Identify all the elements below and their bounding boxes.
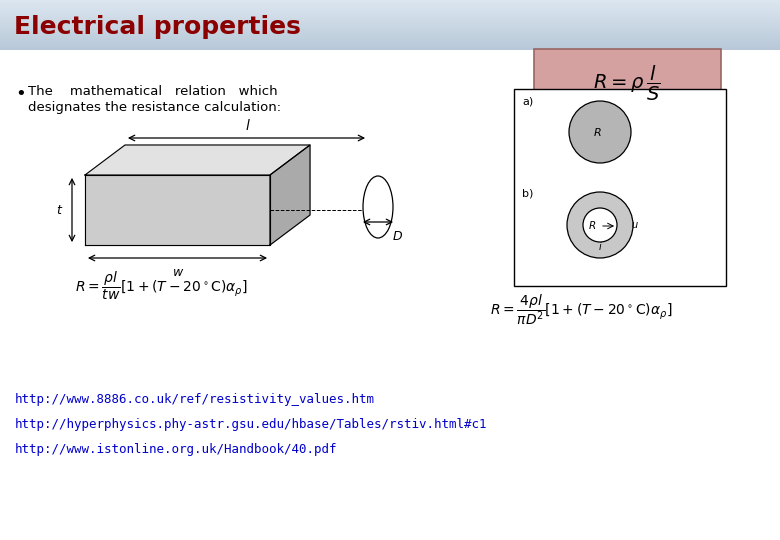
Bar	[0, 0, 780, 1]
Text: http://www.istonline.org.uk/Handbook/40.pdf: http://www.istonline.org.uk/Handbook/40.…	[15, 443, 338, 456]
Bar	[0, 24, 780, 25]
Bar	[0, 31, 780, 32]
Bar	[0, 4, 780, 5]
Bar	[0, 7, 780, 8]
Bar	[0, 41, 780, 43]
Bar	[0, 39, 780, 41]
Circle shape	[567, 192, 633, 258]
Bar	[0, 24, 780, 26]
Bar	[0, 45, 780, 46]
Bar	[0, 35, 780, 37]
Bar	[0, 11, 780, 12]
Bar	[0, 6, 780, 8]
Bar	[0, 8, 780, 9]
Bar	[0, 38, 780, 39]
Bar	[0, 16, 780, 17]
Text: $t$: $t$	[55, 204, 63, 217]
Bar	[0, 32, 780, 33]
Bar	[0, 21, 780, 23]
Polygon shape	[85, 175, 270, 245]
Bar	[0, 40, 780, 42]
Bar	[0, 19, 780, 20]
Bar	[0, 25, 780, 26]
Text: $D$: $D$	[392, 230, 403, 243]
Bar	[0, 2, 780, 3]
Bar	[0, 33, 780, 35]
Ellipse shape	[363, 176, 393, 238]
Text: b): b)	[522, 188, 534, 198]
Bar	[0, 1, 780, 2]
Bar	[0, 21, 780, 22]
Bar	[0, 5, 780, 6]
Bar	[0, 18, 780, 19]
Text: http://www.8886.co.uk/ref/resistivity_values.htm: http://www.8886.co.uk/ref/resistivity_va…	[15, 393, 375, 406]
Bar	[0, 10, 780, 12]
Bar	[0, 46, 780, 48]
Circle shape	[569, 101, 631, 163]
Bar	[0, 30, 780, 31]
Bar	[0, 47, 780, 49]
Polygon shape	[85, 145, 310, 175]
Bar	[0, 26, 780, 28]
Text: •: •	[15, 85, 26, 103]
Bar	[0, 43, 780, 44]
Bar	[0, 44, 780, 46]
Circle shape	[583, 208, 617, 242]
Bar	[0, 48, 780, 49]
Bar	[0, 22, 780, 23]
Bar	[0, 14, 780, 15]
Text: $u$: $u$	[631, 220, 639, 230]
Bar	[0, 30, 780, 32]
Bar	[0, 3, 780, 4]
Bar	[0, 39, 780, 40]
Bar	[0, 37, 780, 38]
FancyBboxPatch shape	[534, 49, 721, 121]
Bar	[0, 13, 780, 14]
Bar	[0, 17, 780, 18]
Text: $w$: $w$	[172, 266, 184, 279]
Bar	[0, 36, 780, 37]
Text: $R$: $R$	[588, 219, 596, 231]
Bar	[0, 27, 780, 28]
Bar	[0, 12, 780, 14]
Text: $l$: $l$	[245, 118, 251, 133]
Bar	[0, 44, 780, 45]
Bar	[0, 23, 780, 24]
Bar	[0, 10, 780, 11]
Text: Electrical properties: Electrical properties	[14, 15, 301, 39]
FancyBboxPatch shape	[514, 89, 726, 286]
Bar	[0, 19, 780, 21]
Bar	[0, 1, 780, 3]
Bar	[0, 28, 780, 29]
Bar	[0, 15, 780, 17]
Bar	[0, 15, 780, 16]
Bar	[0, 42, 780, 43]
Bar	[0, 29, 780, 30]
Bar	[0, 9, 780, 10]
Bar	[0, 4, 780, 6]
Text: The    mathematical   relation   which: The mathematical relation which	[28, 85, 278, 98]
Text: http://hyperphysics.phy-astr.gsu.edu/hbase/Tables/rstiv.html#c1: http://hyperphysics.phy-astr.gsu.edu/hba…	[15, 418, 488, 431]
Text: $R$: $R$	[593, 126, 601, 138]
Polygon shape	[270, 145, 310, 245]
Bar	[0, 35, 780, 36]
Text: a): a)	[522, 97, 534, 107]
Text: designates the resistance calculation:: designates the resistance calculation:	[28, 101, 281, 114]
Text: $i$: $i$	[597, 240, 602, 252]
Bar	[0, 33, 780, 34]
Bar	[0, 49, 780, 50]
Text: $R = \dfrac{4\rho l}{\pi D^2}\left[1+(T-20^\circ\mathrm{C})\alpha_\rho\right]$: $R = \dfrac{4\rho l}{\pi D^2}\left[1+(T-…	[490, 292, 672, 327]
Text: $R = \rho\,\dfrac{l}{S}$: $R = \rho\,\dfrac{l}{S}$	[594, 64, 661, 103]
Text: $R = \dfrac{\rho l}{tw}\left[1+(T-20^\circ\mathrm{C})\alpha_\rho\right]$: $R = \dfrac{\rho l}{tw}\left[1+(T-20^\ci…	[75, 270, 247, 302]
